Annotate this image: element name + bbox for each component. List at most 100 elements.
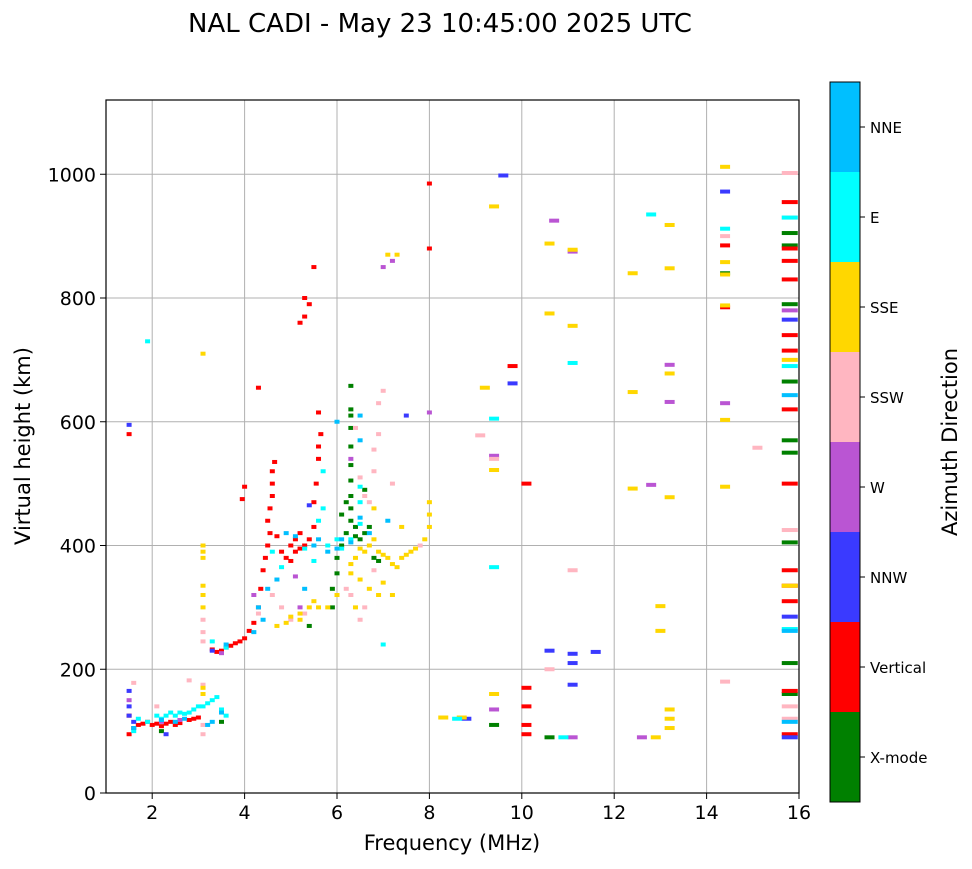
data-point [348,413,354,418]
data-point [489,692,500,696]
data-point [279,565,285,570]
data-point [781,171,798,176]
data-point [334,571,340,576]
data-point [752,445,763,450]
data-point [371,568,377,573]
data-point [135,722,141,727]
data-point [306,623,312,628]
data-point [646,212,657,217]
data-point [646,482,657,487]
data-point [200,617,206,622]
data-point [521,722,532,727]
data-point [720,484,731,489]
data-point [126,732,132,737]
data-point [475,433,486,438]
data-point [720,189,731,194]
colorbar-tick-label: Vertical [870,659,926,677]
data-point [366,586,372,591]
data-point [154,713,160,718]
data-point [781,599,798,604]
data-point [394,565,400,570]
data-point [145,339,151,344]
data-point [781,716,798,721]
data-point [316,605,322,610]
data-point [297,617,303,622]
colorbar-segment [830,712,860,802]
data-point [399,524,405,529]
data-point [200,605,206,610]
data-point [781,438,798,443]
data-point [209,698,215,703]
data-point [781,407,798,412]
data-point [489,453,500,458]
x-tick-label: 4 [239,802,251,824]
data-point [664,716,675,721]
colorbar-segment [830,262,860,352]
data-point [362,487,368,492]
data-point [251,630,257,635]
data-point [720,417,731,422]
data-point [200,543,206,548]
series-sse [200,164,798,740]
data-point [237,639,243,644]
data-point [163,732,169,737]
data-point [311,500,317,505]
data-point [357,500,363,505]
y-tick-label: 0 [84,783,96,805]
data-point [781,540,798,545]
data-point [357,484,363,489]
data-point [348,540,354,545]
data-point [325,605,331,610]
data-point [334,419,340,424]
data-point [558,735,569,740]
data-point [334,537,340,542]
data-point [781,364,798,369]
data-point [140,721,146,726]
data-point [720,260,731,265]
data-point [720,303,731,308]
data-point [219,648,224,653]
data-point [489,204,500,209]
colorbar-tick-label: W [870,479,885,497]
data-point [720,243,731,248]
data-point [265,518,271,523]
data-point [228,643,234,648]
data-point [352,555,358,560]
data-point [126,704,132,709]
data-point [288,617,294,622]
data-point [154,704,160,709]
data-point [366,524,372,529]
data-point [781,704,798,709]
data-point [357,515,363,520]
data-point [567,682,578,687]
data-point [320,469,326,474]
data-point [200,630,206,635]
data-point [269,481,275,486]
data-point [489,707,500,712]
data-point [177,721,183,726]
data-point [357,475,363,480]
data-point [380,642,386,647]
y-tick-label: 800 [60,288,96,310]
data-point [781,450,798,455]
data-point [348,518,354,523]
data-point [348,506,354,511]
colorbar-segment [830,622,860,712]
data-point [627,271,638,276]
colorbar: X-mode Vertical NNW W SSW SSE E NNE [829,81,927,803]
data-point [348,463,354,468]
data-point [292,574,298,579]
data-point [163,713,169,718]
colorbar-tick-label: E [870,209,879,227]
series-e [131,212,798,740]
y-axis-label: Virtual height (km) [11,347,35,545]
data-point [339,543,345,548]
data-point [158,729,164,734]
data-point [781,393,798,398]
data-point [376,432,382,437]
data-point [720,401,731,406]
data-point [479,385,490,390]
data-point [292,537,298,542]
data-point [339,537,345,542]
data-point [283,555,289,560]
